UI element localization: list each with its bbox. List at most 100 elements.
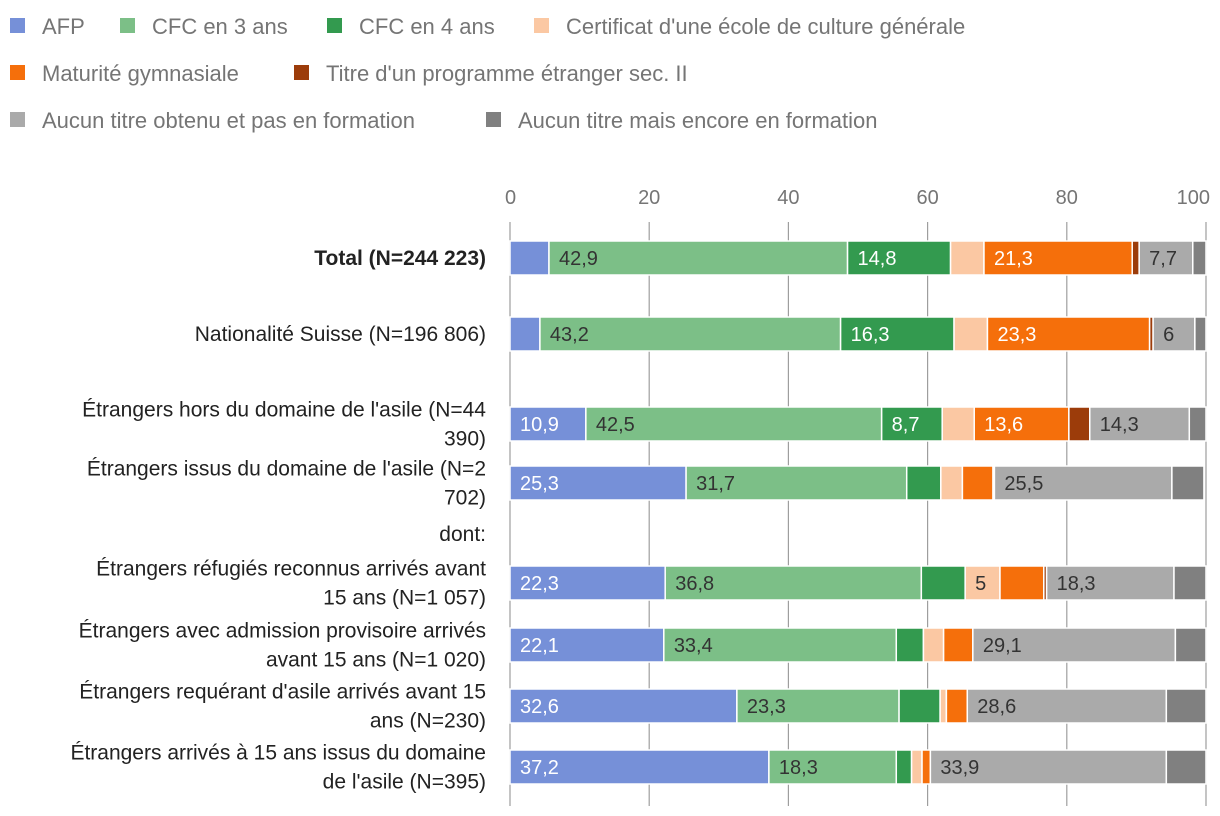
bar-segment-aucun-titre-obtenu-et-pas-en-formation: [1152, 316, 1196, 352]
bar-segment-afp: [509, 749, 770, 785]
data-label: 7,7: [1149, 248, 1177, 270]
bar-segment-maturite-gymnasiale: [973, 406, 1070, 442]
bar-segment-afp: [509, 565, 666, 601]
bar-segment-cfc-en-3-ans: [685, 465, 908, 501]
legend-swatch-cfc-en-3-ans: [120, 18, 135, 33]
category-label: dont:: [439, 523, 486, 546]
x-axis-ticks: 0 20 40 60 80 100: [505, 187, 1210, 209]
bar-segment-cfc-en-4-ans: [895, 749, 913, 785]
category-label: Étrangers requérant d'asile arrivés avan…: [79, 681, 486, 704]
bar-segment-aucun-titre-mais-encore-en-formation: [1171, 465, 1205, 501]
bar-segment-aucun-titre-mais-encore-en-formation: [1174, 627, 1207, 663]
legend-swatch-cfc-en-4-ans: [327, 18, 342, 33]
legend-label-cfc-en-3-ans: CFC en 3 ans: [152, 14, 288, 39]
data-label: 42,9: [559, 248, 598, 270]
bar-segment-afp: [509, 627, 665, 663]
data-label: 6: [1163, 324, 1174, 346]
bar-segment-certificat-d-une-ecole-de-culture-generale: [941, 406, 975, 442]
legend-swatch-aucun-titre-mais-encore-en-formation: [486, 112, 501, 127]
data-label: 42,5: [596, 414, 635, 436]
x-tick-label: 0: [505, 187, 516, 209]
data-label: 25,3: [520, 473, 559, 495]
bar-segment-cfc-en-3-ans: [664, 565, 923, 601]
bar-segment-cfc-en-3-ans: [663, 627, 898, 663]
legend-swatch-certificat-d-une-ecole-de-culture-generale: [534, 18, 549, 33]
legend-label-titre-d-un-programme-etranger-sec-ii: Titre d'un programme étranger sec. II: [326, 61, 688, 86]
bar-segment-cfc-en-3-ans: [548, 240, 849, 276]
category-label: 390): [444, 428, 486, 451]
x-tick-label: 20: [638, 187, 660, 209]
bar-segment-aucun-titre-mais-encore-en-formation: [1192, 240, 1207, 276]
data-label: 22,1: [520, 635, 559, 657]
bar-segment-maturite-gymnasiale: [942, 627, 974, 663]
data-label: 18,3: [1057, 573, 1096, 595]
data-label: 33,4: [674, 635, 713, 657]
bar-segment-maturite-gymnasiale: [986, 316, 1151, 352]
category-label: 702): [444, 487, 486, 510]
bar-segment-afp: [509, 316, 541, 352]
bar-segment-afp: [509, 240, 550, 276]
bar-segment-aucun-titre-mais-encore-en-formation: [1194, 316, 1207, 352]
legend-label-aucun-titre-mais-encore-en-formation: Aucun titre mais encore en formation: [518, 108, 878, 133]
data-label: 21,3: [994, 248, 1033, 270]
bar-segment-maturite-gymnasiale: [999, 565, 1045, 601]
legend-swatch-aucun-titre-obtenu-et-pas-en-formation: [10, 112, 25, 127]
category-label: avant 15 ans (N=1 020): [266, 649, 486, 672]
category-label: 15 ans (N=1 057): [323, 587, 486, 610]
data-label: 28,6: [977, 696, 1016, 718]
data-label: 37,2: [520, 757, 559, 779]
category-label: Étrangers arrivés à 15 ans issus du doma…: [70, 742, 486, 765]
category-label: de l'asile (N=395): [323, 771, 486, 794]
legend-swatch-titre-d-un-programme-etranger-sec-ii: [294, 65, 309, 80]
bar-segment-cfc-en-3-ans: [539, 316, 842, 352]
data-label: 25,5: [1004, 473, 1043, 495]
bar-segment-afp: [509, 465, 687, 501]
bars: 42,9 14,8 21,3 7,7 43,2 16,3 23,3 6 10,9 42,5 8,7 1…: [509, 240, 1207, 785]
bar-segment-cfc-en-4-ans: [905, 465, 942, 501]
data-label: 23,3: [997, 324, 1036, 346]
bar-segment-certificat-d-une-ecole-de-culture-generale: [939, 688, 948, 724]
bar-segment-certificat-d-une-ecole-de-culture-generale: [940, 465, 964, 501]
data-label: 43,2: [550, 324, 589, 346]
data-label: 23,3: [747, 696, 786, 718]
legend-swatch-afp: [10, 18, 25, 33]
category-label: Étrangers issus du domaine de l'asile (N…: [87, 458, 486, 481]
category-label: Total (N=244 223): [314, 247, 486, 270]
legend-label-aucun-titre-obtenu-et-pas-en-formation: Aucun titre obtenu et pas en formation: [42, 108, 415, 133]
bar-segment-cfc-en-4-ans: [880, 406, 943, 442]
bar-segment-maturite-gymnasiale: [921, 749, 932, 785]
legend-label-certificat-d-une-ecole-de-culture-generale: Certificat d'une école de culture généra…: [566, 14, 965, 39]
bar-segment-cfc-en-4-ans: [895, 627, 925, 663]
category-label: ans (N=230): [370, 710, 486, 733]
bar-segment-aucun-titre-mais-encore-en-formation: [1165, 749, 1207, 785]
data-label: 8,7: [892, 414, 920, 436]
bar-segment-certificat-d-une-ecole-de-culture-generale: [953, 316, 989, 352]
data-label: 31,7: [696, 473, 735, 495]
bar-segment-titre-d-un-programme-etranger-sec-ii: [1131, 240, 1140, 276]
legend-label-maturite-gymnasiale: Maturité gymnasiale: [42, 61, 239, 86]
category-label: Étrangers hors du domaine de l'asile (N=…: [82, 399, 486, 422]
data-label: 14,8: [858, 248, 897, 270]
x-tick-label: 60: [916, 187, 938, 209]
bar-segment-aucun-titre-mais-encore-en-formation: [1173, 565, 1207, 601]
data-label: 13,6: [984, 414, 1023, 436]
x-tick-label: 80: [1056, 187, 1078, 209]
bar-segment-cfc-en-3-ans: [585, 406, 883, 442]
bar-segment-aucun-titre-obtenu-et-pas-en-formation: [1138, 240, 1194, 276]
bar-segment-maturite-gymnasiale: [945, 688, 969, 724]
bar-segment-aucun-titre-obtenu-et-pas-en-formation: [929, 749, 1168, 785]
bar-segment-aucun-titre-obtenu-et-pas-en-formation: [966, 688, 1168, 724]
data-label: 10,9: [520, 414, 559, 436]
legend-swatch-maturite-gymnasiale: [10, 65, 25, 80]
bar-segment-aucun-titre-obtenu-et-pas-en-formation: [972, 627, 1177, 663]
bar-segment-titre-d-un-programme-etranger-sec-ii: [1068, 406, 1091, 442]
bar-segment-certificat-d-une-ecole-de-culture-generale: [922, 627, 945, 663]
data-label: 36,8: [675, 573, 714, 595]
category-label: Étrangers réfugiés reconnus arrivés avan…: [96, 558, 486, 581]
data-label: 22,3: [520, 573, 559, 595]
bar-segment-aucun-titre-obtenu-et-pas-en-formation: [1045, 565, 1175, 601]
data-label: 16,3: [851, 324, 890, 346]
data-label: 32,6: [520, 696, 559, 718]
data-label: 5: [975, 573, 986, 595]
